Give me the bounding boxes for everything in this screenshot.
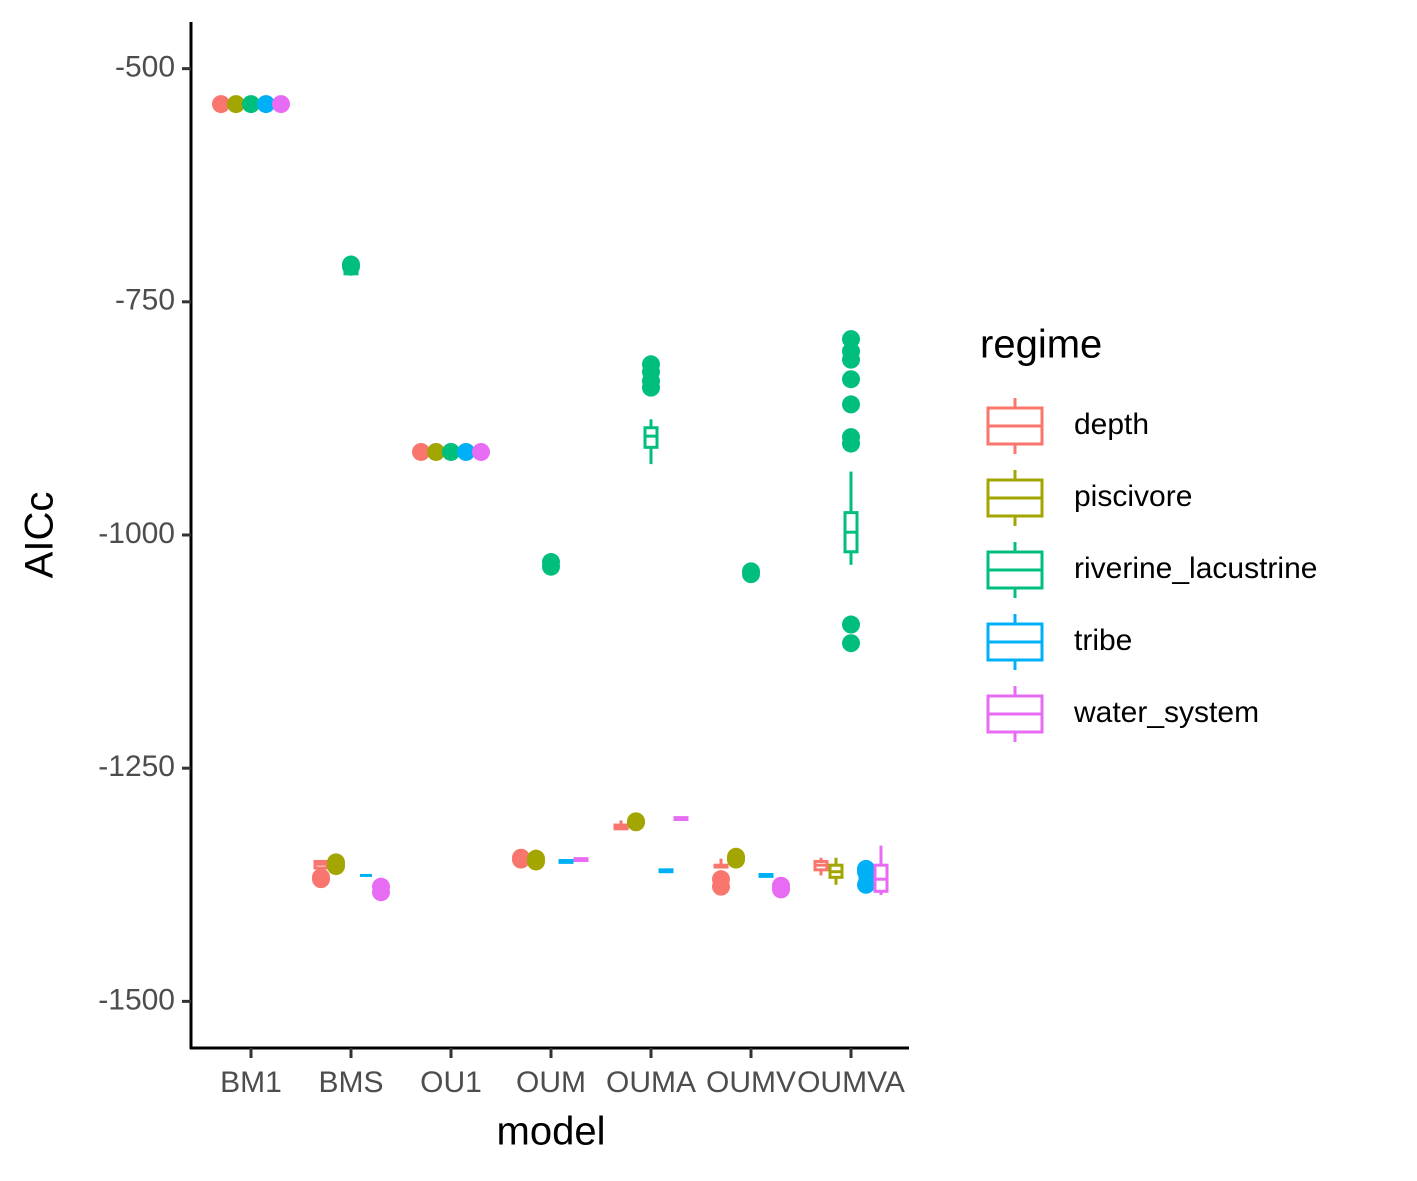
x-tick-label: OUMV [706, 1066, 796, 1099]
outlier [457, 442, 475, 461]
x-tick-label: BMS [318, 1066, 383, 1099]
x-axis-title: model [497, 1110, 606, 1154]
outlier [312, 868, 330, 887]
outlier [842, 350, 860, 369]
x-tick-label: OUMVA [797, 1066, 905, 1099]
outlier [842, 434, 860, 453]
outlier [327, 857, 345, 876]
outlier [342, 257, 360, 276]
outlier [512, 850, 530, 869]
outlier [857, 862, 875, 881]
outlier [272, 95, 290, 114]
outlier [742, 565, 760, 584]
x-tick-label: OUM [516, 1066, 586, 1099]
outlier [412, 442, 430, 461]
y-tick-label: -1000 [98, 517, 175, 550]
y-tick-label: -500 [115, 51, 175, 84]
outlier [842, 615, 860, 634]
legend-label: piscivore [1074, 480, 1192, 513]
outlier [772, 880, 790, 899]
outlier [842, 395, 860, 414]
outlier [712, 877, 730, 896]
outlier [542, 557, 560, 576]
legend-title: regime [980, 323, 1102, 367]
outlier [472, 442, 490, 461]
legend-label: riverine_lacustrine [1074, 552, 1317, 585]
y-tick-label: -750 [115, 284, 175, 317]
outlier [242, 95, 260, 114]
outlier [842, 634, 860, 653]
outlier [257, 95, 275, 114]
outlier [212, 95, 230, 114]
x-tick-label: OUMA [606, 1066, 696, 1099]
y-tick-label: -1250 [98, 750, 175, 783]
outlier [527, 852, 545, 871]
outlier [727, 850, 745, 869]
legend-label: water_system [1073, 696, 1259, 729]
x-tick-label: BM1 [220, 1066, 282, 1099]
outlier [442, 442, 460, 461]
legend-label: depth [1074, 408, 1149, 441]
outlier [372, 883, 390, 902]
outlier [642, 378, 660, 397]
outlier [427, 442, 445, 461]
outlier [857, 875, 875, 894]
outlier [627, 813, 645, 832]
outlier [842, 370, 860, 389]
outlier [227, 95, 245, 114]
y-tick-label: -1500 [98, 983, 175, 1016]
legend-label: tribe [1074, 624, 1132, 657]
y-axis-title: AICc [18, 492, 62, 579]
x-tick-label: OU1 [420, 1066, 482, 1099]
